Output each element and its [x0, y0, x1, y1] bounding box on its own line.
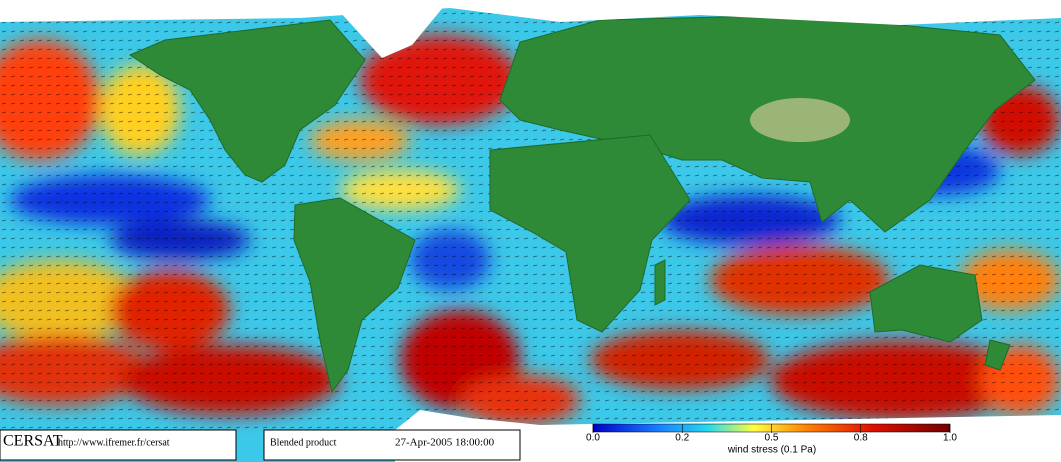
url: http://www.ifremer.fr/cersat — [58, 437, 170, 448]
colorbar-tick-label: 0.5 — [765, 433, 779, 444]
product-name: Blended product — [270, 437, 337, 448]
logo: CERSAT — [3, 433, 63, 450]
highlands — [750, 98, 850, 142]
product-box — [263, 429, 521, 461]
colorbar-tick-label: 1.0 — [943, 433, 957, 444]
colorbar-label: wind stress (0.1 Pa) — [727, 445, 816, 456]
timestamp: 27-Apr-2005 18:00:00 — [395, 437, 495, 449]
logo-box — [0, 429, 237, 461]
colorbar-tick-label: 0.2 — [675, 433, 689, 444]
colorbar-tick-label: 0.8 — [854, 433, 868, 444]
colorbar-tick-label: 0.0 — [586, 433, 600, 444]
